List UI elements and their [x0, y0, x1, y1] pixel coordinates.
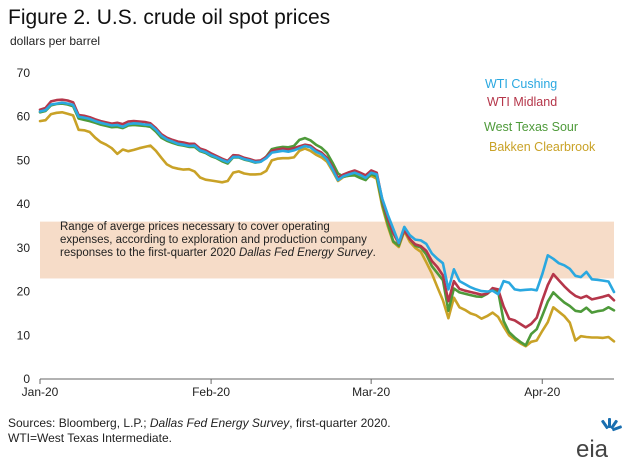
y-tick-label: 30	[17, 241, 31, 255]
source-line-2: WTI=West Texas Intermediate.	[8, 431, 172, 445]
x-tick-label: Apr-20	[524, 385, 560, 399]
source-prefix: Sources: Bloomberg, L.P.;	[8, 416, 150, 430]
x-tick-label: Feb-20	[192, 385, 230, 399]
eia-logo-rays	[601, 418, 622, 432]
series-line-wti-cushing	[38, 101, 616, 296]
source-note: Sources: Bloomberg, L.P.; Dallas Fed Ene…	[8, 416, 391, 446]
legend-entry: WTI Midland	[487, 95, 557, 109]
y-tick-label: 70	[17, 66, 31, 80]
x-tick-label: Mar-20	[352, 385, 390, 399]
y-tick-label: 20	[17, 285, 31, 299]
eia-logo: eia	[576, 418, 622, 463]
band-text-italic: Dallas Fed Energy Survey	[239, 247, 374, 259]
x-tick-label: Jan-20	[22, 385, 59, 399]
y-tick-label: 40	[17, 197, 31, 211]
y-unit-label: dollars per barrel	[10, 34, 101, 48]
legend-entry: West Texas Sour	[484, 120, 578, 134]
legend-entry: WTI Cushing	[485, 77, 557, 91]
band-text-line: expenses, according to exploration and p…	[60, 234, 367, 246]
source-line-1: Sources: Bloomberg, L.P.; Dallas Fed Ene…	[8, 416, 391, 431]
band-text-part: responses to the first-quarter 2020	[60, 247, 239, 259]
eia-logo-text: eia	[576, 436, 609, 463]
cost-range-band	[40, 221, 614, 279]
y-tick-label: 0	[23, 372, 30, 386]
series-line-west-texas-sour	[38, 102, 616, 347]
y-tick-label: 10	[17, 328, 31, 342]
y-tick-label: 60	[17, 110, 31, 124]
band-text-part: Range of averge prices necessary to cove…	[60, 221, 330, 233]
page-title: Figure 2. U.S. crude oil spot prices	[8, 6, 331, 29]
band-text-part: .	[373, 247, 376, 259]
band-text-line: Range of averge prices necessary to cove…	[60, 221, 330, 233]
y-tick-label: 50	[17, 153, 31, 167]
source-suffix: , first-quarter 2020.	[289, 416, 391, 430]
band-text-part: expenses, according to exploration and p…	[60, 234, 367, 246]
band-text-line: responses to the first-quarter 2020 Dall…	[60, 247, 376, 259]
source-italic: Dallas Fed Energy Survey	[149, 416, 290, 430]
legend-entry: Bakken Clearbrook	[489, 140, 596, 154]
